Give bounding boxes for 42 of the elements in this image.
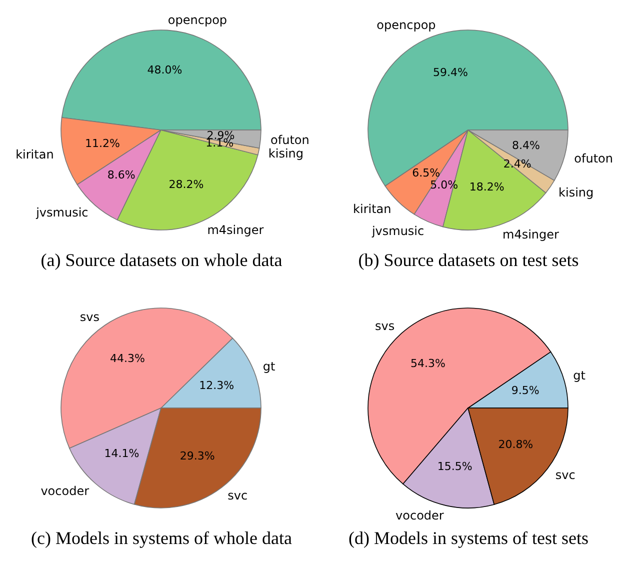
slice-label: m4singer [207, 222, 264, 237]
data-label: 6.5% [412, 166, 440, 180]
data-label: 14.1% [104, 446, 140, 460]
data-label: 18.2% [469, 180, 504, 194]
text: (c) Models in systems of whole data [31, 528, 292, 548]
data-label: 29.3% [180, 449, 215, 462]
slice-label: gt [262, 360, 276, 374]
slice-label: kising [558, 185, 594, 200]
slice-label: jvsmusic [35, 206, 88, 220]
slice-label: vocoder [40, 484, 90, 498]
slice-label: ofuton [270, 133, 310, 148]
slice-label: gt [573, 368, 586, 383]
data-label: 8.4% [512, 139, 540, 152]
text: (b) Source datasets on test sets [358, 250, 579, 270]
data-label: 8.6% [107, 168, 136, 182]
slice-label: kiritan [16, 148, 54, 162]
slice-label: svc [228, 488, 248, 503]
slice-label: jvsmusic [370, 224, 424, 238]
data-label: 48.0% [147, 64, 182, 77]
slice-label: svs [80, 310, 100, 324]
data-label: 28.2% [168, 178, 204, 191]
data-label: 5.0% [430, 178, 458, 192]
slice-label: svs [375, 319, 395, 334]
slice-label: kiritan [353, 202, 392, 216]
slice-label: svc [555, 468, 576, 482]
slice-label: opencpop [168, 13, 228, 28]
data-label: 59.4% [432, 66, 468, 80]
slice-label: ofuton [574, 152, 614, 166]
text: (a) Source datasets on whole data [40, 250, 282, 270]
data-label: 11.2% [85, 136, 120, 150]
text: (d) Models in systems of test sets [348, 528, 588, 548]
data-label: 2.4% [503, 158, 532, 171]
data-label: 20.8% [498, 438, 534, 451]
data-label: 44.3% [110, 352, 145, 365]
slice-label: vocoder [396, 508, 444, 522]
slice-label: opencpop [376, 18, 436, 32]
data-label: 54.3% [410, 356, 446, 370]
data-label: 12.3% [199, 378, 234, 392]
slice-label: m4singer [502, 227, 560, 242]
data-label: 9.5% [511, 384, 540, 397]
data-label: 15.5% [437, 460, 472, 474]
slice-label: kising [268, 146, 304, 161]
